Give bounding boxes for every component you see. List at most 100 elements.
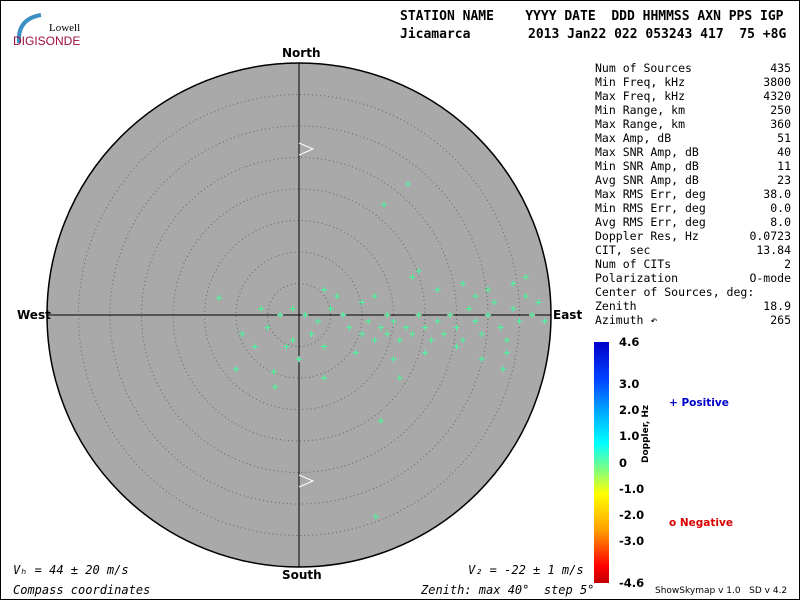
data-point (472, 293, 479, 300)
data-point (327, 305, 334, 312)
stat-value: 23 (777, 173, 791, 187)
stat-label: Max Amp, dB (595, 131, 672, 145)
stat-label: Min Freq, kHz (595, 75, 686, 89)
stat-row: Zenith 18.9 (595, 299, 791, 313)
data-point (459, 280, 466, 287)
direction-marker (298, 474, 315, 488)
stat-label: CIT, sec (595, 243, 651, 257)
data-point (478, 356, 485, 363)
stat-row: Center of Sources, deg: (595, 285, 791, 299)
data-point (371, 293, 378, 300)
stat-row: Min Freq, kHz 3800 (595, 75, 791, 89)
data-point (365, 318, 372, 325)
stat-value: 3800 (763, 75, 791, 89)
data-point (404, 180, 411, 187)
colorbar-tick: -4.6 (619, 576, 645, 590)
stat-value: 250 (770, 103, 791, 117)
stat-row: Max SNR Amp, dB 40 (595, 145, 791, 159)
data-point (289, 337, 296, 344)
west-label: West (17, 308, 51, 322)
colorbar-tick: -2.0 (619, 507, 645, 522)
legend-positive: + Positive (669, 397, 729, 409)
data-point (510, 280, 517, 287)
stat-row: Azimuth ↶ 265 (595, 313, 791, 327)
data-point (522, 274, 529, 281)
stat-label: Max RMS Err, deg (595, 187, 706, 201)
colorbar-tick: -1.0 (619, 481, 645, 496)
data-point (321, 286, 328, 293)
data-point (390, 356, 397, 363)
data-point (510, 305, 517, 312)
svg-text:Lowell: Lowell (49, 22, 80, 34)
data-point (384, 312, 391, 318)
stat-label: Min SNR Amp, dB (595, 159, 699, 173)
horizontal-velocity: Vₕ = 44 ± 20 m/s (13, 563, 129, 577)
stat-row: Avg SNR Amp, dB 23 (595, 173, 791, 187)
station-name: Jicamarca (400, 27, 471, 42)
stat-label: Zenith (595, 299, 637, 313)
data-point (321, 343, 328, 350)
data-point (541, 318, 548, 325)
data-point (390, 318, 397, 325)
data-point (296, 356, 302, 363)
colorbar-tick: 1.0 (619, 429, 640, 444)
data-point (491, 299, 498, 306)
stat-row: Max RMS Err, deg 38.0 (595, 187, 791, 201)
stat-value: 0.0723 (749, 229, 791, 243)
stat-row: Min SNR Amp, dB 11 (595, 159, 791, 173)
colorbar-tick: 0 (619, 455, 628, 470)
data-point (308, 330, 315, 337)
data-point (403, 324, 410, 331)
vertical-velocity: V₂ = -22 ± 1 m/s (468, 563, 584, 577)
data-point (372, 513, 379, 520)
stat-label: Azimuth ↶ (595, 313, 658, 327)
skymap-plot (46, 62, 552, 568)
svg-text:DIGISONDE: DIGISONDE (13, 34, 80, 48)
stat-value: 4320 (763, 89, 791, 103)
data-point (272, 383, 279, 390)
data-point (440, 330, 447, 337)
data-point (422, 324, 428, 331)
stat-label: Center of Sources, deg: (595, 285, 755, 299)
data-point (258, 305, 265, 312)
stat-row: Max Range, km 360 (595, 117, 791, 131)
data-point (264, 324, 271, 331)
north-label: North (282, 46, 321, 60)
colorbar-label: Doppler, Hz (641, 404, 651, 463)
stat-row: Polarization O-mode (595, 271, 791, 285)
data-point (516, 318, 523, 325)
header-values: 2013 Jan22 022 053243 417 75 +8G (528, 27, 787, 42)
data-point (415, 267, 422, 274)
stat-value: 40 (777, 145, 791, 159)
stat-value: 265 (770, 313, 791, 327)
data-point (447, 312, 454, 318)
data-point (453, 324, 460, 331)
stat-row: Min Range, km 250 (595, 103, 791, 117)
data-point (371, 337, 378, 344)
stat-row: Min RMS Err, deg 0.0 (595, 201, 791, 215)
stat-row: CIT, sec 13.84 (595, 243, 791, 257)
data-point (485, 312, 491, 318)
data-point (535, 299, 542, 306)
data-point (340, 312, 347, 318)
data-point (277, 312, 284, 318)
south-label: South (282, 568, 322, 582)
stat-row: Doppler Res, Hz 0.0723 (595, 229, 791, 243)
data-point (321, 375, 328, 381)
data-point (453, 343, 460, 350)
colorbar-tick: 3.0 (619, 376, 640, 391)
east-label: East (553, 308, 583, 322)
stat-value: 13.84 (756, 243, 791, 257)
data-point (396, 337, 403, 344)
stat-row: Max Amp, dB 51 (595, 131, 791, 145)
data-point (302, 312, 309, 318)
colorbar-tick: -3.0 (619, 534, 645, 549)
stat-value: 435 (770, 61, 791, 75)
stat-label: Doppler Res, Hz (595, 229, 699, 243)
stat-row: Avg RMS Err, deg 8.0 (595, 215, 791, 229)
data-point (415, 312, 422, 318)
data-point (434, 286, 441, 293)
data-point (251, 343, 258, 350)
data-point (346, 324, 353, 331)
data-point (381, 201, 388, 208)
